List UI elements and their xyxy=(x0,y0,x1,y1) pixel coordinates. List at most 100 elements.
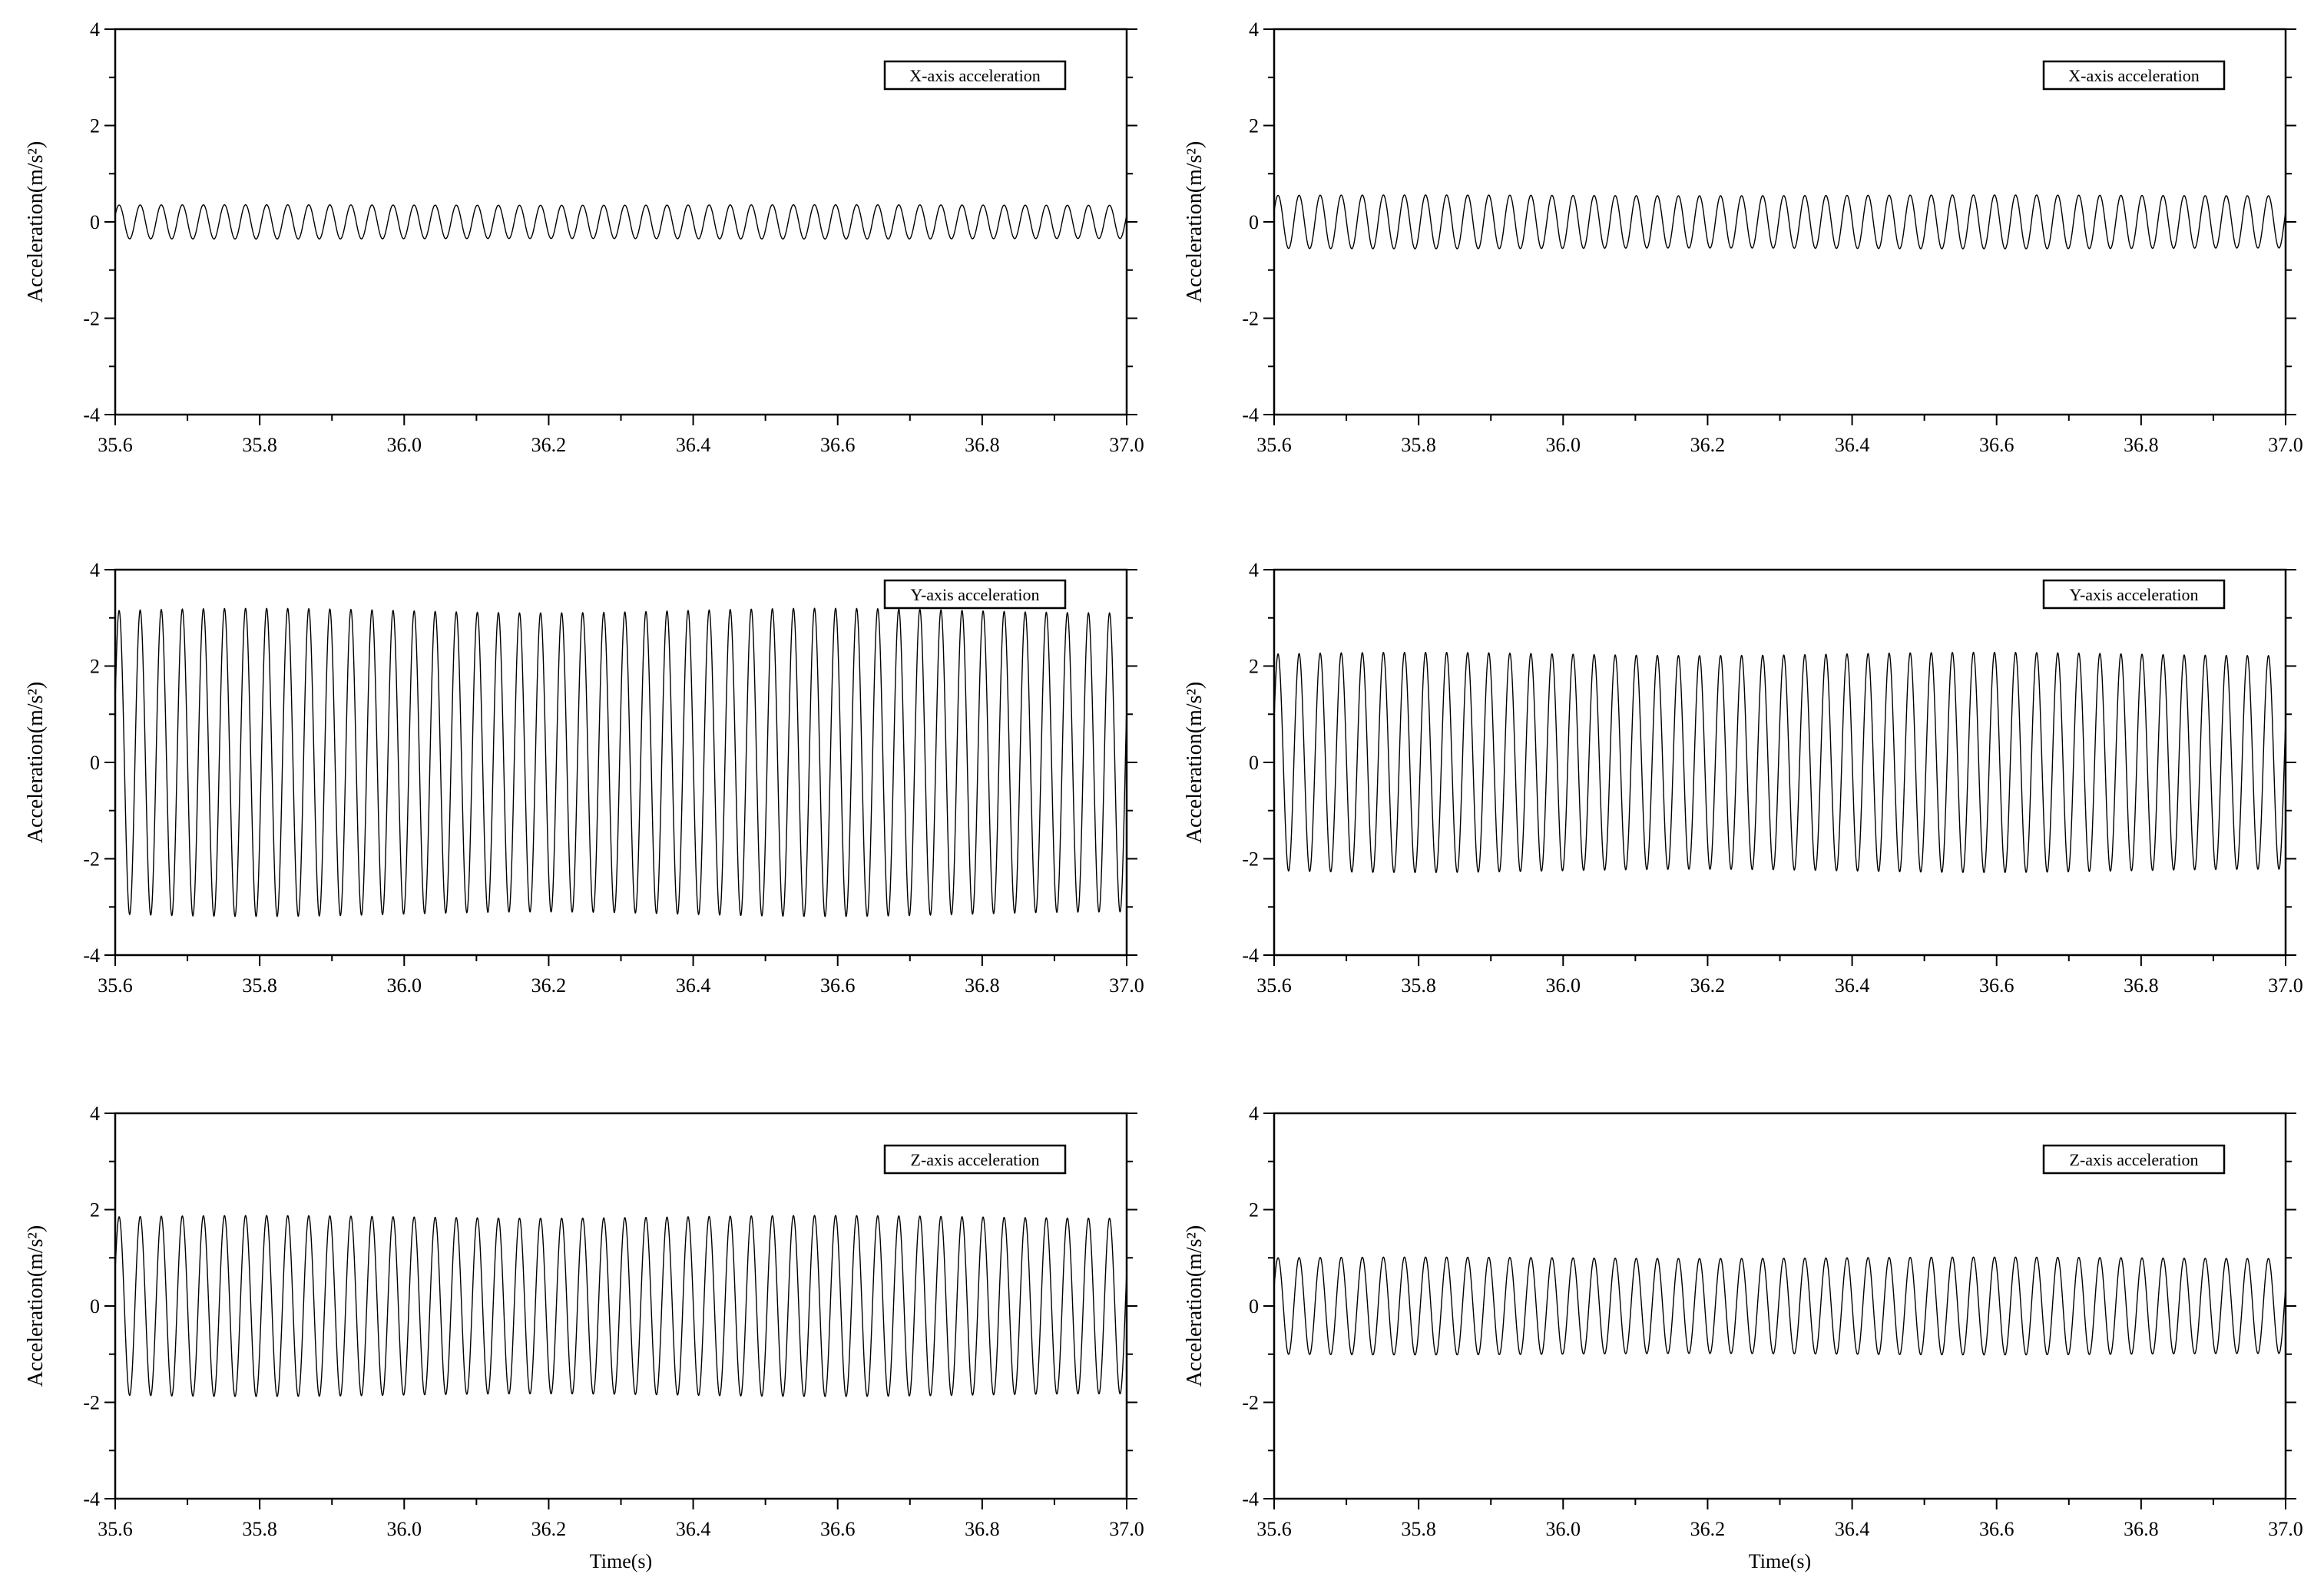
x-tick-label: 35.8 xyxy=(242,1518,277,1540)
plot-frame xyxy=(114,568,1128,957)
y-axis-label: Acceleration(m/s²) xyxy=(24,141,48,303)
series-line xyxy=(1273,194,2286,250)
legend-label: Z-axis acceleration xyxy=(2070,1150,2199,1169)
x-tick-label: 36.0 xyxy=(1546,974,1581,997)
x-tick-label: 36.0 xyxy=(387,1518,422,1540)
y-tick-label: 2 xyxy=(1249,115,1259,137)
x-tick-label: 37.0 xyxy=(1109,1518,1144,1540)
y-tick-label: -2 xyxy=(1242,1392,1259,1414)
x-tick-label: 36.8 xyxy=(965,434,1000,456)
series-line xyxy=(1273,1256,2286,1356)
x-tick-label: 35.6 xyxy=(98,974,133,997)
x-tick-label: 36.4 xyxy=(1835,434,1870,456)
x-axis-label: Time(s) xyxy=(590,1550,652,1572)
x-tick-label: 36.6 xyxy=(820,1518,856,1540)
y-tick-label: 4 xyxy=(1249,1103,1259,1125)
series-line xyxy=(1273,651,2286,874)
x-tick-label: 35.6 xyxy=(1256,1518,1292,1540)
chart-panel-bottom-left: -4 -2 0 2 4 35.6 35.8 36.0 36.2 36.4 36.6 36.8 37.0 A… xyxy=(24,1103,1144,1572)
plot-frame xyxy=(1273,568,2287,957)
y-axis-label: Acceleration(m/s²) xyxy=(1183,141,1207,303)
legend-box xyxy=(883,1144,1067,1175)
x-tick-label: 36.8 xyxy=(2124,974,2159,997)
y-tick-label: 0 xyxy=(90,752,100,774)
x-tick-label: 36.6 xyxy=(820,974,856,997)
x-tick-label: 36.2 xyxy=(1690,974,1726,997)
legend-box xyxy=(2042,60,2226,91)
x-tick-label: 35.8 xyxy=(1401,434,1436,456)
y-tick-label: 2 xyxy=(90,1199,100,1222)
x-tick-label: 37.0 xyxy=(1109,434,1144,456)
x-tick-label: 35.8 xyxy=(242,974,277,997)
x-tick-label: 36.2 xyxy=(1690,434,1726,456)
legend-box xyxy=(2042,1144,2226,1175)
x-tick-label: 36.0 xyxy=(1546,434,1581,456)
y-tick-label: 0 xyxy=(1249,752,1259,774)
y-tick-label: -2 xyxy=(83,308,100,330)
legend-label: X-axis acceleration xyxy=(2068,66,2199,85)
y-tick-label: -4 xyxy=(1242,404,1259,426)
x-tick-label: 37.0 xyxy=(2268,434,2303,456)
y-tick-label: 2 xyxy=(1249,656,1259,678)
x-tick-label: 37.0 xyxy=(2268,974,2303,997)
y-tick-label: 4 xyxy=(90,559,100,581)
x-tick-label: 36.4 xyxy=(1835,1518,1870,1540)
legend-box xyxy=(883,579,1067,610)
legend-label: Y-axis acceleration xyxy=(2070,585,2199,604)
y-tick-label: 0 xyxy=(90,211,100,233)
y-tick-label: -4 xyxy=(83,944,100,967)
x-tick-label: 35.6 xyxy=(98,1518,133,1540)
x-tick-label: 35.8 xyxy=(242,434,277,456)
legend-label: X-axis acceleration xyxy=(909,66,1040,85)
y-axis-label: Acceleration(m/s²) xyxy=(24,682,48,844)
x-tick-label: 35.6 xyxy=(1256,974,1292,997)
y-tick-label: 4 xyxy=(1249,18,1259,41)
y-tick-label: -4 xyxy=(1242,944,1259,967)
x-tick-label: 36.6 xyxy=(1979,974,2014,997)
y-tick-label: 2 xyxy=(1249,1199,1259,1222)
y-tick-label: 4 xyxy=(90,1103,100,1125)
legend-label: Y-axis acceleration xyxy=(911,585,1040,604)
x-tick-label: 36.2 xyxy=(531,434,567,456)
x-tick-label: 35.6 xyxy=(1256,434,1292,456)
y-tick-label: 2 xyxy=(90,656,100,678)
series-line xyxy=(114,204,1127,240)
y-axis-label: Acceleration(m/s²) xyxy=(1183,682,1207,844)
series-line xyxy=(114,607,1127,917)
y-tick-label: 4 xyxy=(1249,559,1259,581)
x-tick-label: 36.8 xyxy=(965,1518,1000,1540)
x-tick-label: 35.8 xyxy=(1401,1518,1436,1540)
chart-panel-top-left: -4 -2 0 2 4 35.6 35.8 36.0 36.2 36.4 36.6 36.8 37.0 A… xyxy=(24,18,1144,456)
chart-panel-middle-right: -4 -2 0 2 4 35.6 35.8 36.0 36.2 36.4 36.6 36.8 37.0 A… xyxy=(1183,559,2303,997)
y-axis-label: Acceleration(m/s²) xyxy=(1183,1225,1207,1387)
x-tick-label: 36.6 xyxy=(1979,1518,2014,1540)
x-tick-label: 36.4 xyxy=(1835,974,1870,997)
series-line xyxy=(114,1215,1127,1397)
y-tick-label: -2 xyxy=(83,1392,100,1414)
y-tick-label: -4 xyxy=(1242,1488,1259,1510)
y-axis-label: Acceleration(m/s²) xyxy=(24,1225,48,1387)
x-tick-label: 36.2 xyxy=(1690,1518,1726,1540)
x-tick-label: 35.6 xyxy=(98,434,133,456)
x-tick-label: 37.0 xyxy=(1109,974,1144,997)
x-tick-label: 36.4 xyxy=(676,974,711,997)
x-tick-label: 36.0 xyxy=(1546,1518,1581,1540)
y-tick-label: 0 xyxy=(1249,211,1259,233)
legend-label: Z-axis acceleration xyxy=(911,1150,1040,1169)
chart-panel-top-right: -4 -2 0 2 4 35.6 35.8 36.0 36.2 36.4 36.6 36.8 37.0 A… xyxy=(1183,18,2303,456)
x-axis-label: Time(s) xyxy=(1749,1550,1811,1572)
chart-panel-bottom-right: -4 -2 0 2 4 35.6 35.8 36.0 36.2 36.4 36.6 36.8 37.0 A… xyxy=(1183,1103,2303,1572)
y-tick-label: -4 xyxy=(83,1488,100,1510)
chart-panel-middle-left: -4 -2 0 2 4 35.6 35.8 36.0 36.2 36.4 36.6 36.8 37.0 A… xyxy=(24,559,1144,997)
x-tick-label: 36.4 xyxy=(676,434,711,456)
y-tick-label: 0 xyxy=(1249,1295,1259,1318)
x-tick-label: 36.6 xyxy=(820,434,856,456)
y-tick-label: -2 xyxy=(1242,848,1259,871)
x-tick-label: 37.0 xyxy=(2268,1518,2303,1540)
x-tick-label: 36.8 xyxy=(965,974,1000,997)
y-tick-label: -2 xyxy=(83,848,100,871)
legend-box xyxy=(883,60,1067,91)
x-tick-label: 36.0 xyxy=(387,974,422,997)
x-tick-label: 36.0 xyxy=(387,434,422,456)
